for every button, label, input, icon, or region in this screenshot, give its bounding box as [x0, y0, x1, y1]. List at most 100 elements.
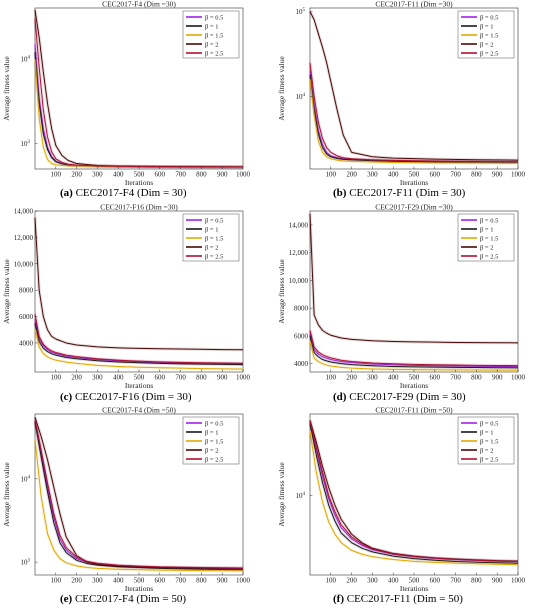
x-tick-label: 400 [113, 577, 124, 585]
series-band-5 [33, 313, 244, 365]
chart-e: CEC2017-F4 (Dim =50) 100 200 300 400 500 600 70… [2, 406, 251, 594]
legend-label: β = 1 [205, 23, 218, 30]
series-line-1 [34, 44, 244, 168]
x-axis-label: Iterations [400, 178, 428, 187]
x-tick-label: 200 [346, 374, 357, 382]
legend-label: β = 2.5 [205, 456, 223, 463]
chart-a: CEC2017-F4 (Dim =30) 100 200 300 400 500 600 70… [2, 0, 251, 187]
legend: β = 0.5 β = 1 β = 1.5 β = 2 β = 2.5 [182, 10, 240, 59]
x-tick-label: 200 [71, 374, 82, 382]
x-tick-label: 1000 [511, 374, 526, 382]
y-tick-label: 104 [296, 93, 306, 101]
y-tick-label: 12,000 [289, 249, 309, 257]
x-tick-label: 400 [388, 374, 399, 382]
x-tick-label: 100 [51, 171, 62, 179]
series-line-5 [309, 330, 519, 367]
series-band-5 [308, 62, 519, 164]
x-tick-label: 400 [388, 577, 399, 585]
chart-title: CEC2017-F4 (Dim =50) [102, 406, 176, 415]
chart-title: CEC2017-F11 (Dim =30) [375, 0, 453, 9]
chart-panel-d: CEC2017-F29 (Dim =30) 100 200 300 400 500 600 7… [275, 203, 550, 406]
x-tick-label: 400 [113, 171, 124, 179]
legend: β = 0.5 β = 1 β = 1.5 β = 2 β = 2.5 [182, 213, 240, 262]
series-group [33, 9, 244, 169]
x-tick-label: 300 [367, 374, 378, 382]
caption-f: (f) CEC2017-F11 (Dim = 50) [333, 593, 463, 605]
x-tick-label: 100 [51, 577, 62, 585]
series-line-1 [309, 70, 519, 163]
legend-label: β = 0.5 [480, 420, 498, 427]
x-tick-label: 300 [92, 374, 103, 382]
legend: β = 0.5 β = 1 β = 1.5 β = 2 β = 2.5 [457, 416, 515, 465]
x-tick-label: 300 [367, 171, 378, 179]
y-tick-label: 10,000 [289, 277, 309, 285]
x-tick-label: 500 [134, 171, 145, 179]
chart-panel-a: CEC2017-F4 (Dim =30) 100 200 300 400 500 600 70… [0, 0, 275, 203]
x-tick-label: 200 [71, 171, 82, 179]
x-tick-label: 400 [113, 374, 124, 382]
x-tick-label: 700 [450, 171, 461, 179]
series-line-3 [309, 341, 519, 371]
y-tick-label: 104 [296, 492, 306, 500]
x-tick-label: 800 [196, 577, 207, 585]
y-tick-label: 6000 [294, 332, 309, 340]
chart-panel-e: CEC2017-F4 (Dim =50) 100 200 300 400 500 600 70… [0, 406, 275, 609]
x-tick-label: 900 [217, 374, 228, 382]
legend-label: β = 2.5 [480, 50, 498, 57]
series-line-4 [309, 213, 519, 344]
y-tick-label: 104 [21, 55, 31, 63]
series-line-2 [34, 421, 244, 571]
chart-title: CEC2017-F16 (Dim =30) [100, 203, 178, 212]
legend-label: β = 1 [480, 226, 493, 233]
x-tick-label: 800 [196, 374, 207, 382]
legend-label: β = 1.5 [205, 235, 223, 242]
legend-label: β = 1 [205, 429, 218, 436]
x-tick-label: 500 [134, 577, 145, 585]
legend-label: β = 1.5 [205, 32, 223, 39]
legend-label: β = 1.5 [480, 438, 498, 445]
legend-label: β = 0.5 [205, 420, 223, 427]
chart-b: CEC2017-F11 (Dim =30) 100 200 300 400 500 600 7… [277, 0, 526, 187]
y-tick-exponent: 4 [28, 55, 31, 60]
series-group [308, 213, 519, 372]
x-tick-label: 600 [155, 577, 166, 585]
y-tick-label: 105 [296, 8, 306, 16]
legend-label: β = 1 [205, 226, 218, 233]
series-line-3 [309, 79, 519, 164]
x-tick-label: 900 [492, 577, 503, 585]
series-line-2 [309, 74, 519, 163]
legend-label: β = 1.5 [480, 32, 498, 39]
series-line-5 [34, 313, 244, 364]
y-tick-label: 8000 [294, 305, 309, 313]
legend-label: β = 2 [480, 244, 493, 251]
x-tick-label: 300 [92, 577, 103, 585]
series-line-5 [34, 419, 244, 569]
x-tick-label: 700 [450, 577, 461, 585]
x-tick-label: 500 [409, 171, 420, 179]
series-line-2 [34, 52, 244, 168]
legend-label: β = 0.5 [480, 14, 498, 21]
legend-label: β = 2 [480, 447, 493, 454]
chart-panel-b: CEC2017-F11 (Dim =30) 100 200 300 400 500 600 7… [275, 0, 550, 203]
series-band-2 [308, 74, 519, 164]
series-line-4 [34, 217, 244, 351]
x-axis-label: Iterations [125, 178, 153, 187]
x-tick-label: 700 [450, 374, 461, 382]
x-tick-label: 1000 [511, 171, 526, 179]
x-tick-label: 800 [471, 577, 482, 585]
y-tick-label: 6000 [19, 313, 34, 321]
x-tick-label: 1000 [236, 374, 251, 382]
legend-label: β = 2.5 [480, 456, 498, 463]
series-line-4 [309, 11, 519, 161]
x-tick-label: 600 [430, 374, 441, 382]
x-axis-label: Iterations [400, 381, 428, 390]
chart-title: CEC2017-F4 (Dim =30) [102, 0, 176, 9]
series-line-1 [309, 333, 519, 368]
x-tick-label: 300 [92, 171, 103, 179]
y-axis-label: Average fitness value [277, 259, 286, 324]
x-tick-label: 800 [471, 171, 482, 179]
y-tick-label: 104 [21, 475, 31, 483]
x-axis-label: Iterations [125, 584, 153, 593]
x-tick-label: 500 [409, 374, 420, 382]
